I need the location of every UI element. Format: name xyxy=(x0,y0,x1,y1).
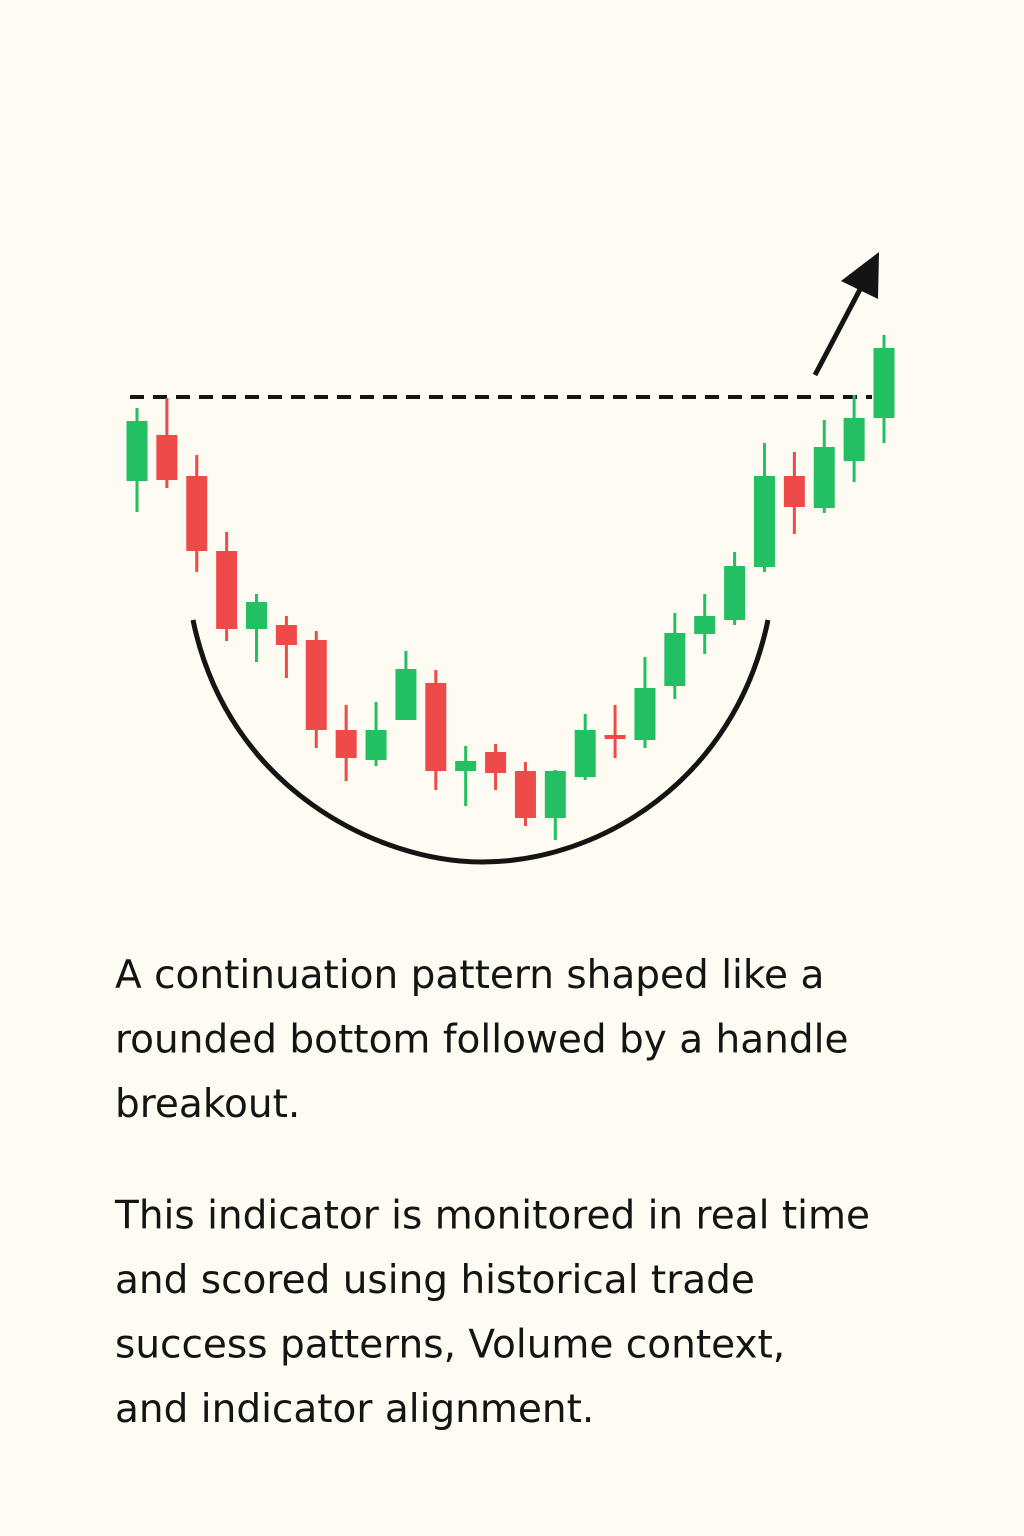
description-line: This indicator is monitored in real time xyxy=(114,1194,870,1239)
candle-body xyxy=(126,421,148,481)
candle-body xyxy=(365,730,387,760)
arrow-head xyxy=(841,252,879,299)
candle-body xyxy=(395,669,417,720)
candle-body xyxy=(514,771,536,818)
description-line: success patterns, Volume context, xyxy=(115,1323,785,1368)
candle-body xyxy=(574,730,596,777)
candle-body xyxy=(753,476,775,567)
candle-body xyxy=(873,348,895,418)
arrow-shaft xyxy=(812,276,869,377)
description-line: and scored using historical trade xyxy=(115,1258,755,1303)
candle-body xyxy=(216,551,238,629)
candle-body xyxy=(275,625,297,645)
candle-body xyxy=(604,735,626,739)
candle-body xyxy=(186,476,208,551)
description-line: rounded bottom followed by a handle xyxy=(115,1018,848,1063)
description-line: and indicator alignment. xyxy=(115,1387,594,1432)
candle-body xyxy=(783,476,805,507)
candle-body xyxy=(664,633,686,686)
candle-body xyxy=(156,435,178,480)
candle-body xyxy=(305,640,327,730)
candle-body xyxy=(694,616,716,634)
candle-body xyxy=(843,418,865,461)
candle-body xyxy=(335,730,357,758)
cup-curve xyxy=(190,619,771,865)
description-line: breakout. xyxy=(115,1082,300,1127)
candle-body xyxy=(813,447,835,508)
candle-body xyxy=(246,602,268,629)
candle-body xyxy=(425,683,447,771)
candle-body xyxy=(724,566,746,620)
candle-body xyxy=(634,688,656,740)
description-line: A continuation pattern shaped like a xyxy=(115,953,824,998)
candle-body xyxy=(544,771,566,818)
candle-body xyxy=(485,752,507,773)
candle-body xyxy=(455,761,477,771)
